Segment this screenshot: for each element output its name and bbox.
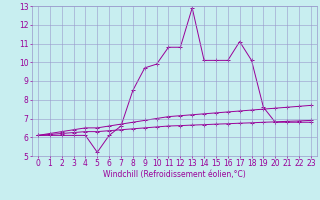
X-axis label: Windchill (Refroidissement éolien,°C): Windchill (Refroidissement éolien,°C) [103,170,246,179]
